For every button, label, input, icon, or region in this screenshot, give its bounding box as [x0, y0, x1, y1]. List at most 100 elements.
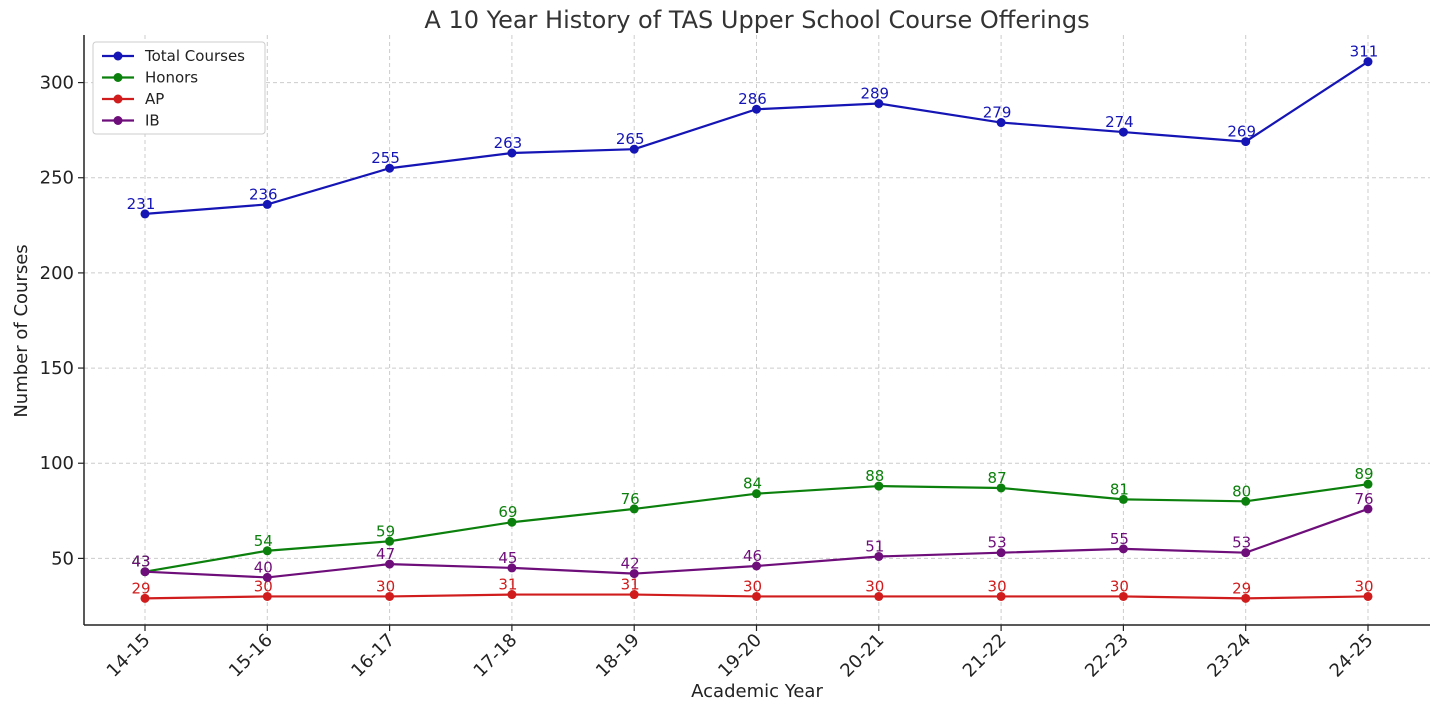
data-point	[1118, 494, 1128, 504]
x-tick-label: 18-19	[592, 630, 644, 682]
data-label: 53	[988, 534, 1007, 552]
chart-title: A 10 Year History of TAS Upper School Co…	[424, 6, 1089, 34]
data-point	[1118, 591, 1128, 601]
data-label: 31	[621, 576, 640, 594]
data-label: 47	[376, 545, 395, 563]
data-point	[1241, 137, 1251, 147]
data-point	[874, 481, 884, 491]
data-label: 55	[1110, 530, 1129, 548]
data-label: 30	[254, 577, 273, 595]
data-point	[140, 209, 150, 219]
data-point	[874, 551, 884, 561]
data-point	[385, 591, 395, 601]
series-ap: 29 30 30 31 31 30 30 30 30 29 30	[131, 576, 1374, 603]
y-axis-label: Number of Courses	[11, 244, 32, 417]
data-point	[629, 144, 639, 154]
data-label: 76	[621, 490, 640, 508]
y-tick-label: 100	[40, 453, 74, 474]
y-tick-label: 200	[40, 263, 74, 284]
data-point	[507, 148, 517, 158]
x-tick-label: 16-17	[347, 630, 399, 682]
data-point	[262, 199, 272, 209]
data-point	[262, 591, 272, 601]
data-point	[507, 517, 517, 527]
data-point	[140, 567, 150, 577]
data-point	[629, 569, 639, 579]
data-point	[629, 590, 639, 600]
data-label: 286	[738, 90, 767, 108]
data-label: 30	[1354, 577, 1373, 595]
x-tick-label: 24-25	[1326, 630, 1378, 682]
data-label: 40	[254, 558, 273, 576]
x-axis-label: Academic Year	[691, 681, 823, 702]
x-tick-label: 22-23	[1081, 630, 1133, 682]
data-label: 84	[743, 475, 762, 493]
data-point	[752, 561, 761, 571]
data-label: 265	[616, 130, 645, 148]
data-point	[874, 99, 884, 109]
series-layer: 231 236 255 263 265 286 289 279 274 269 311 43 54 59 6…	[127, 43, 1378, 603]
data-point	[1241, 496, 1251, 506]
data-point	[1241, 593, 1251, 603]
data-label: 45	[498, 549, 517, 567]
data-label: 80	[1232, 482, 1251, 500]
data-point	[1363, 504, 1373, 514]
data-label: 59	[376, 522, 395, 540]
data-point	[996, 548, 1006, 558]
data-point	[1118, 544, 1128, 554]
data-point	[752, 489, 761, 499]
data-label: 69	[498, 503, 517, 521]
y-tick-label: 250	[40, 168, 74, 189]
data-label: 87	[988, 469, 1007, 487]
data-point	[1363, 591, 1373, 601]
data-point	[996, 591, 1006, 601]
data-label: 263	[494, 134, 523, 152]
y-tick-label: 150	[40, 358, 74, 379]
data-label: 43	[131, 553, 150, 571]
data-label: 279	[983, 104, 1012, 122]
data-label: 30	[1110, 577, 1129, 595]
data-label: 89	[1354, 465, 1373, 483]
data-label: 29	[131, 579, 150, 597]
legend-label: AP	[145, 90, 164, 108]
grid-lines	[84, 35, 1430, 625]
data-point	[996, 483, 1006, 493]
series-honors: 43 54 59 69 76 84 88 87 81 80 89	[131, 465, 1374, 577]
x-tick-label: 15-16	[225, 630, 277, 682]
data-label: 231	[127, 195, 156, 213]
series-total-courses: 231 236 255 263 265 286 289 279 274 269 311	[127, 43, 1378, 219]
x-tick-label: 20-21	[836, 630, 888, 682]
data-label: 53	[1232, 534, 1251, 552]
data-point	[752, 104, 761, 114]
data-label: 76	[1354, 490, 1373, 508]
data-label: 51	[865, 537, 884, 555]
y-tick-label: 300	[40, 73, 74, 94]
data-point	[507, 590, 517, 600]
legend-swatch-marker	[113, 73, 123, 82]
series-ib: 43 40 47 45 42 46 51 53 55 53 76	[131, 490, 1374, 582]
data-label: 30	[743, 577, 762, 595]
data-point	[262, 546, 272, 556]
data-point	[1241, 548, 1251, 558]
legend-item: AP	[102, 90, 164, 108]
data-label: 88	[865, 467, 884, 485]
x-tick-label: 17-18	[470, 630, 522, 682]
data-point	[629, 504, 639, 514]
x-tick-label: 23-24	[1203, 630, 1255, 682]
legend-label: Total Courses	[144, 47, 245, 65]
data-point	[507, 563, 517, 573]
data-label: 42	[621, 555, 640, 573]
legend-box	[92, 41, 266, 135]
legend-label: Honors	[145, 69, 198, 87]
data-point	[1118, 127, 1128, 137]
data-point	[1363, 479, 1373, 489]
x-tick-label: 21-22	[959, 630, 1011, 682]
data-point	[385, 559, 395, 569]
data-point	[874, 591, 884, 601]
data-label: 81	[1110, 480, 1129, 498]
data-label: 274	[1105, 113, 1134, 131]
data-label: 46	[743, 547, 762, 565]
data-point	[385, 163, 395, 173]
legend-item: Honors	[102, 69, 198, 87]
x-tick-label: 19-20	[714, 630, 766, 682]
